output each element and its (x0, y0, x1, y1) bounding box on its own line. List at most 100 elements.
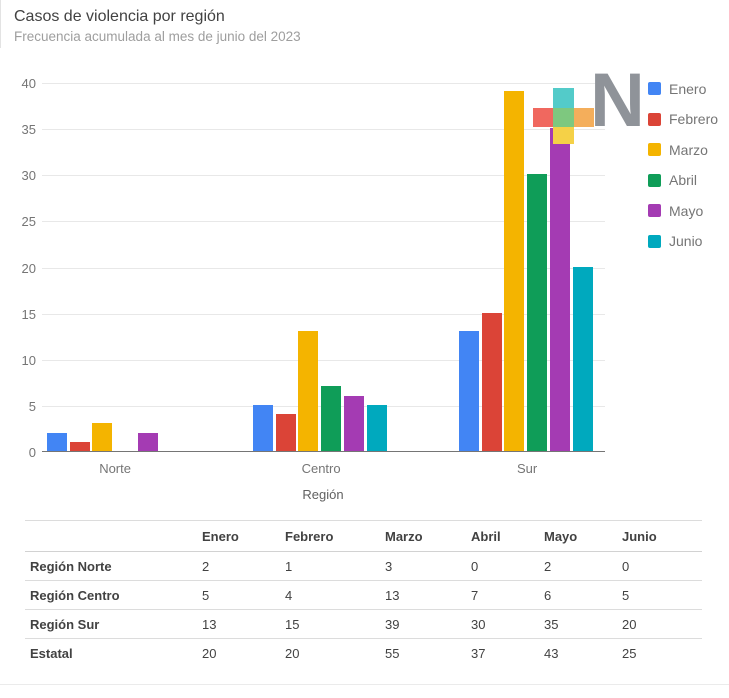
y-axis-tick-label: 30 (21, 168, 36, 184)
table-cell: 43 (544, 645, 559, 661)
data-table: Enero Febrero Marzo Abril Mayo Junio Reg… (25, 520, 702, 667)
table-cell: 2 (202, 551, 285, 581)
table-row-label: Estatal (30, 645, 73, 661)
legend-label: Mayo (669, 202, 704, 219)
bar-abril-sur[interactable] (527, 174, 548, 451)
y-axis-tick-label: 15 (21, 306, 36, 322)
chart-subtitle: Frecuencia acumulada al mes de junio del… (14, 29, 301, 44)
table-cell: 7 (471, 580, 544, 610)
table-cell: 15 (285, 609, 385, 639)
bar-febrero-centro[interactable] (275, 414, 296, 451)
table-cell: 4 (285, 580, 385, 610)
bar-marzo-norte[interactable] (92, 423, 113, 451)
legend-swatch-abril (648, 173, 661, 187)
table-row-label: Región Centro (25, 580, 202, 610)
legend-swatch-mayo (648, 204, 661, 217)
legend-swatch-enero (648, 82, 661, 95)
table-cell: 25 (622, 645, 637, 661)
table-cell: 20 (285, 645, 300, 661)
bar-chart: 0 5 10 15 20 25 30 35 40 Norte Centro Sur Región E… (21, 63, 719, 503)
table-row: Región Sur 13 15 39 30 35 20 (25, 609, 702, 639)
gridline (42, 359, 605, 361)
legend-item-febrero[interactable]: Febrero (648, 111, 719, 127)
legend-label: Marzo (669, 141, 708, 158)
y-axis-tick-label: 0 (28, 445, 36, 460)
legend-swatch-junio (648, 234, 661, 248)
table-cell: 13 (202, 609, 285, 639)
table-cell: 5 (202, 580, 285, 610)
table-cell: 55 (385, 645, 400, 661)
table-row-label: Región Sur (25, 609, 202, 639)
chart-header: Casos de violencia por región Frecuencia… (14, 6, 301, 46)
bar-mayo-norte[interactable] (137, 432, 158, 451)
gridline (42, 267, 605, 269)
y-axis-tick-label: 35 (21, 122, 36, 138)
bar-abril-centro[interactable] (321, 386, 342, 451)
table-cell: 0 (622, 551, 702, 581)
gridline (42, 129, 605, 131)
bar-enero-centro[interactable] (253, 404, 273, 451)
y-axis-tick-label: 5 (28, 398, 36, 414)
bar-junio-sur[interactable] (572, 266, 593, 451)
plot-area (42, 83, 605, 452)
x-axis-category-label: Sur (516, 461, 538, 476)
bar-enero-sur[interactable] (459, 331, 479, 451)
table-row: Estatal 20 20 55 37 43 25 (25, 639, 702, 668)
table-header-cell: Abril (471, 520, 544, 552)
table-header-cell: Febrero (285, 520, 385, 552)
table-cell: 39 (385, 609, 471, 639)
legend-item-marzo[interactable]: Marzo (648, 141, 718, 158)
gridline (42, 221, 605, 223)
bar-marzo-sur[interactable] (504, 91, 525, 451)
table-cell: 5 (622, 580, 702, 610)
bar-mayo-centro[interactable] (343, 395, 364, 451)
table-cell: 0 (471, 551, 544, 581)
legend-item-abril[interactable]: Abril (648, 172, 718, 188)
chart-legend: Enero Febrero Marzo Abril Mayo Junio (648, 80, 719, 265)
table-header-cell: Enero (202, 520, 285, 552)
legend-label: Junio (669, 233, 703, 249)
table-header-cell: Marzo (385, 520, 471, 552)
table-cell: 2 (544, 551, 622, 581)
table-cell: 35 (544, 609, 622, 639)
table-cell: 6 (544, 580, 622, 610)
bar-febrero-sur[interactable] (481, 312, 502, 451)
x-axis-category-label: Centro (301, 461, 341, 476)
y-axis-tick-label: 10 (21, 352, 36, 368)
gridline (42, 313, 605, 315)
gridline (42, 175, 605, 177)
x-axis-title: Región (302, 487, 344, 502)
bottom-divider (0, 684, 729, 685)
legend-item-junio[interactable]: Junio (648, 233, 718, 249)
legend-swatch-febrero (648, 112, 661, 126)
bar-marzo-centro[interactable] (298, 331, 319, 451)
table-row-label: Región Norte (25, 551, 202, 581)
legend-label: Enero (669, 80, 707, 97)
table-cell: 20 (622, 609, 702, 639)
table-header-cell (25, 520, 202, 552)
table-cell: 30 (471, 609, 544, 639)
bar-junio-centro[interactable] (366, 404, 387, 451)
legend-item-mayo[interactable]: Mayo (648, 202, 718, 219)
legend-swatch-marzo (648, 143, 661, 156)
table-cell: 13 (385, 580, 471, 610)
table-header-cell: Mayo (544, 520, 622, 552)
table-cell: 20 (202, 645, 217, 661)
legend-item-enero[interactable]: Enero (648, 80, 718, 97)
x-axis-category-label: Norte (99, 461, 131, 476)
table-header-cell: Junio (622, 520, 702, 552)
table-cell: 3 (385, 551, 471, 581)
bar-mayo-sur[interactable] (549, 128, 570, 451)
table-cell: 1 (285, 551, 385, 581)
gridline (42, 83, 605, 84)
y-axis-tick-label: 25 (21, 214, 36, 230)
table-header-row: Enero Febrero Marzo Abril Mayo Junio (25, 520, 702, 552)
chart-title: Casos de violencia por región (14, 8, 225, 25)
table-row: Región Centro 5 4 13 7 6 5 (25, 580, 702, 610)
bar-febrero-norte[interactable] (69, 441, 90, 451)
legend-label: Febrero (669, 111, 719, 127)
table-row: Región Norte 2 1 3 0 2 0 (25, 551, 702, 581)
x-axis-line (42, 451, 605, 452)
bar-enero-norte[interactable] (47, 432, 67, 451)
